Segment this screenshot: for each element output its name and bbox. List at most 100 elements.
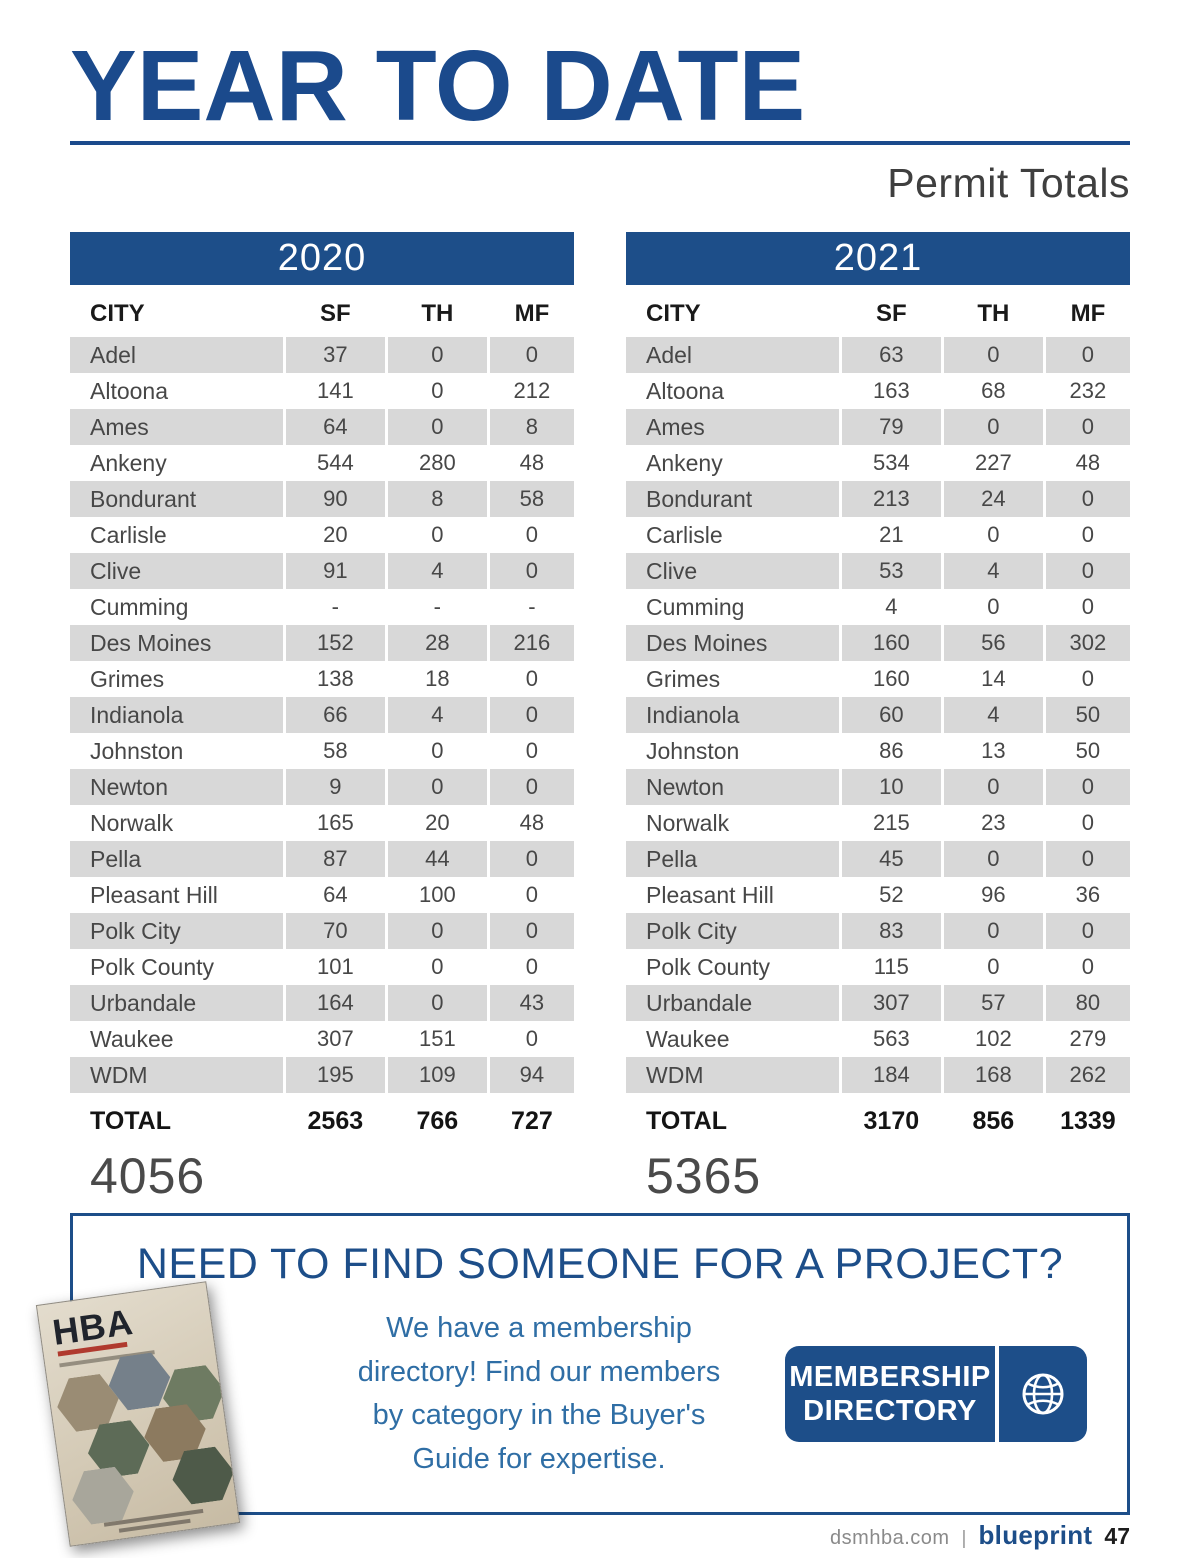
value-cell: 58: [489, 481, 574, 517]
city-cell: Bondurant: [70, 481, 283, 517]
value-cell: 4: [943, 697, 1043, 733]
table-column-headers: CITY SF TH MF: [626, 290, 1130, 337]
table-row: Norwalk 165 20 48: [70, 805, 574, 841]
table-row: Des Moines 152 28 216: [70, 625, 574, 661]
value-cell: 0: [489, 841, 574, 877]
value-cell: 63: [841, 337, 941, 373]
table-row: Indianola 60 4 50: [626, 697, 1130, 733]
city-cell: Pleasant Hill: [646, 881, 774, 908]
table-year-header: 2020: [70, 232, 574, 285]
page-number: 47: [1104, 1523, 1130, 1549]
value-cell: 0: [987, 594, 1000, 619]
footer-website-link[interactable]: dsmhba.com: [830, 1527, 950, 1549]
table-row: Bondurant 213 24 0: [626, 481, 1130, 517]
value-cell: 37: [285, 337, 385, 373]
value-cell: 212: [513, 378, 551, 403]
total-label: TOTAL: [646, 1106, 728, 1135]
table-grand-total: 5365: [646, 1148, 762, 1204]
table-rows: Adel 37 0 0 Altoona 141 0 212 Ames 64 0 8 Ankeny 544 2…: [70, 337, 574, 1093]
value-cell: 279: [1069, 1026, 1107, 1051]
promo-body-line: directory! Find our members: [357, 1355, 721, 1388]
permit-tables: 2020 CITY SF TH MF Adel 37 0 0 Altoona 141 0 212 Am…: [70, 232, 1130, 1205]
value-cell: 0: [1045, 553, 1130, 589]
membership-directory-label-line2: DIRECTORY: [803, 1395, 977, 1427]
city-cell: Urbandale: [70, 985, 283, 1021]
value-cell: 262: [1045, 1057, 1130, 1093]
table-row: Clive 91 4 0: [70, 553, 574, 589]
value-cell: 13: [981, 738, 1006, 763]
table-row: Pella 45 0 0: [626, 841, 1130, 877]
value-cell: 20: [323, 522, 348, 547]
city-cell: Polk County: [90, 953, 215, 980]
table-total-row: TOTAL 3170 856 1339: [626, 1095, 1130, 1147]
total-value: 766: [416, 1106, 459, 1135]
page-footer: dsmhba.com | blueprint 47: [830, 1520, 1130, 1551]
city-cell: Ames: [70, 409, 283, 445]
city-cell: Polk City: [70, 913, 283, 949]
value-cell: 184: [841, 1057, 941, 1093]
table-row: Adel 37 0 0: [70, 337, 574, 373]
membership-directory-label: MEMBERSHIP DIRECTORY: [785, 1346, 995, 1442]
value-cell: 4: [943, 553, 1043, 589]
column-header: TH: [421, 299, 454, 327]
value-cell: 0: [525, 882, 539, 907]
column-header: MF: [514, 299, 550, 327]
city-cell: Pella: [70, 841, 283, 877]
city-cell: Clive: [626, 553, 839, 589]
table-row: Pleasant Hill 64 100 0: [70, 877, 574, 913]
city-cell: WDM: [626, 1057, 839, 1093]
value-cell: 0: [525, 666, 539, 691]
promo-body-line: We have a membership: [386, 1312, 692, 1344]
promo-body-line: Guide for expertise.: [412, 1442, 666, 1475]
value-cell: 86: [879, 738, 904, 763]
value-cell: 68: [981, 378, 1006, 403]
city-cell: Polk County: [646, 953, 771, 980]
value-cell: 50: [1075, 738, 1101, 763]
value-cell: 50: [1045, 697, 1130, 733]
table-row: Urbandale 307 57 80: [626, 985, 1130, 1021]
value-cell: 280: [418, 450, 456, 475]
city-cell: Adel: [70, 337, 283, 373]
table-year-header: 2021: [626, 232, 1130, 285]
value-cell: 0: [1045, 913, 1130, 949]
value-cell: 0: [943, 841, 1043, 877]
permit-table-2020: 2020 CITY SF TH MF Adel 37 0 0 Altoona 141 0 212 Am…: [70, 232, 574, 1205]
value-cell: 23: [981, 810, 1006, 835]
value-cell: 0: [489, 913, 574, 949]
city-cell: Waukee: [646, 1025, 730, 1052]
city-cell: WDM: [70, 1057, 283, 1093]
table-row: Bondurant 90 8 58: [70, 481, 574, 517]
city-cell: Newton: [70, 769, 283, 805]
column-header: MF: [1070, 299, 1106, 327]
city-cell: Norwalk: [646, 809, 730, 836]
value-cell: 0: [943, 913, 1043, 949]
city-cell: Carlisle: [646, 521, 723, 548]
table-row: Johnston 86 13 50: [626, 733, 1130, 769]
table-row: Carlisle 20 0 0: [70, 517, 574, 553]
value-cell: 0: [387, 409, 487, 445]
value-cell: 80: [1045, 985, 1130, 1021]
value-cell: 0: [943, 769, 1043, 805]
city-cell: Urbandale: [626, 985, 839, 1021]
city-cell: Ankeny: [90, 449, 167, 476]
city-cell: Cumming: [646, 593, 745, 620]
value-cell: 87: [285, 841, 385, 877]
value-cell: 164: [285, 985, 385, 1021]
value-cell: 160: [841, 625, 941, 661]
value-cell: 195: [285, 1057, 385, 1093]
city-cell: Adel: [626, 337, 839, 373]
value-cell: 0: [1081, 954, 1095, 979]
city-cell: Waukee: [90, 1025, 174, 1052]
value-cell: 53: [841, 553, 941, 589]
value-cell: 0: [1045, 409, 1130, 445]
promo-button-area: MEMBERSHIP DIRECTORY: [785, 1346, 1087, 1442]
value-cell: 64: [285, 409, 385, 445]
membership-directory-button[interactable]: MEMBERSHIP DIRECTORY: [785, 1346, 1087, 1442]
table-row: Clive 53 4 0: [626, 553, 1130, 589]
value-cell: 48: [519, 450, 545, 475]
value-cell: 0: [525, 1026, 539, 1051]
value-cell: 0: [1081, 810, 1095, 835]
value-cell: 101: [316, 954, 354, 979]
footer-separator: |: [961, 1528, 967, 1549]
